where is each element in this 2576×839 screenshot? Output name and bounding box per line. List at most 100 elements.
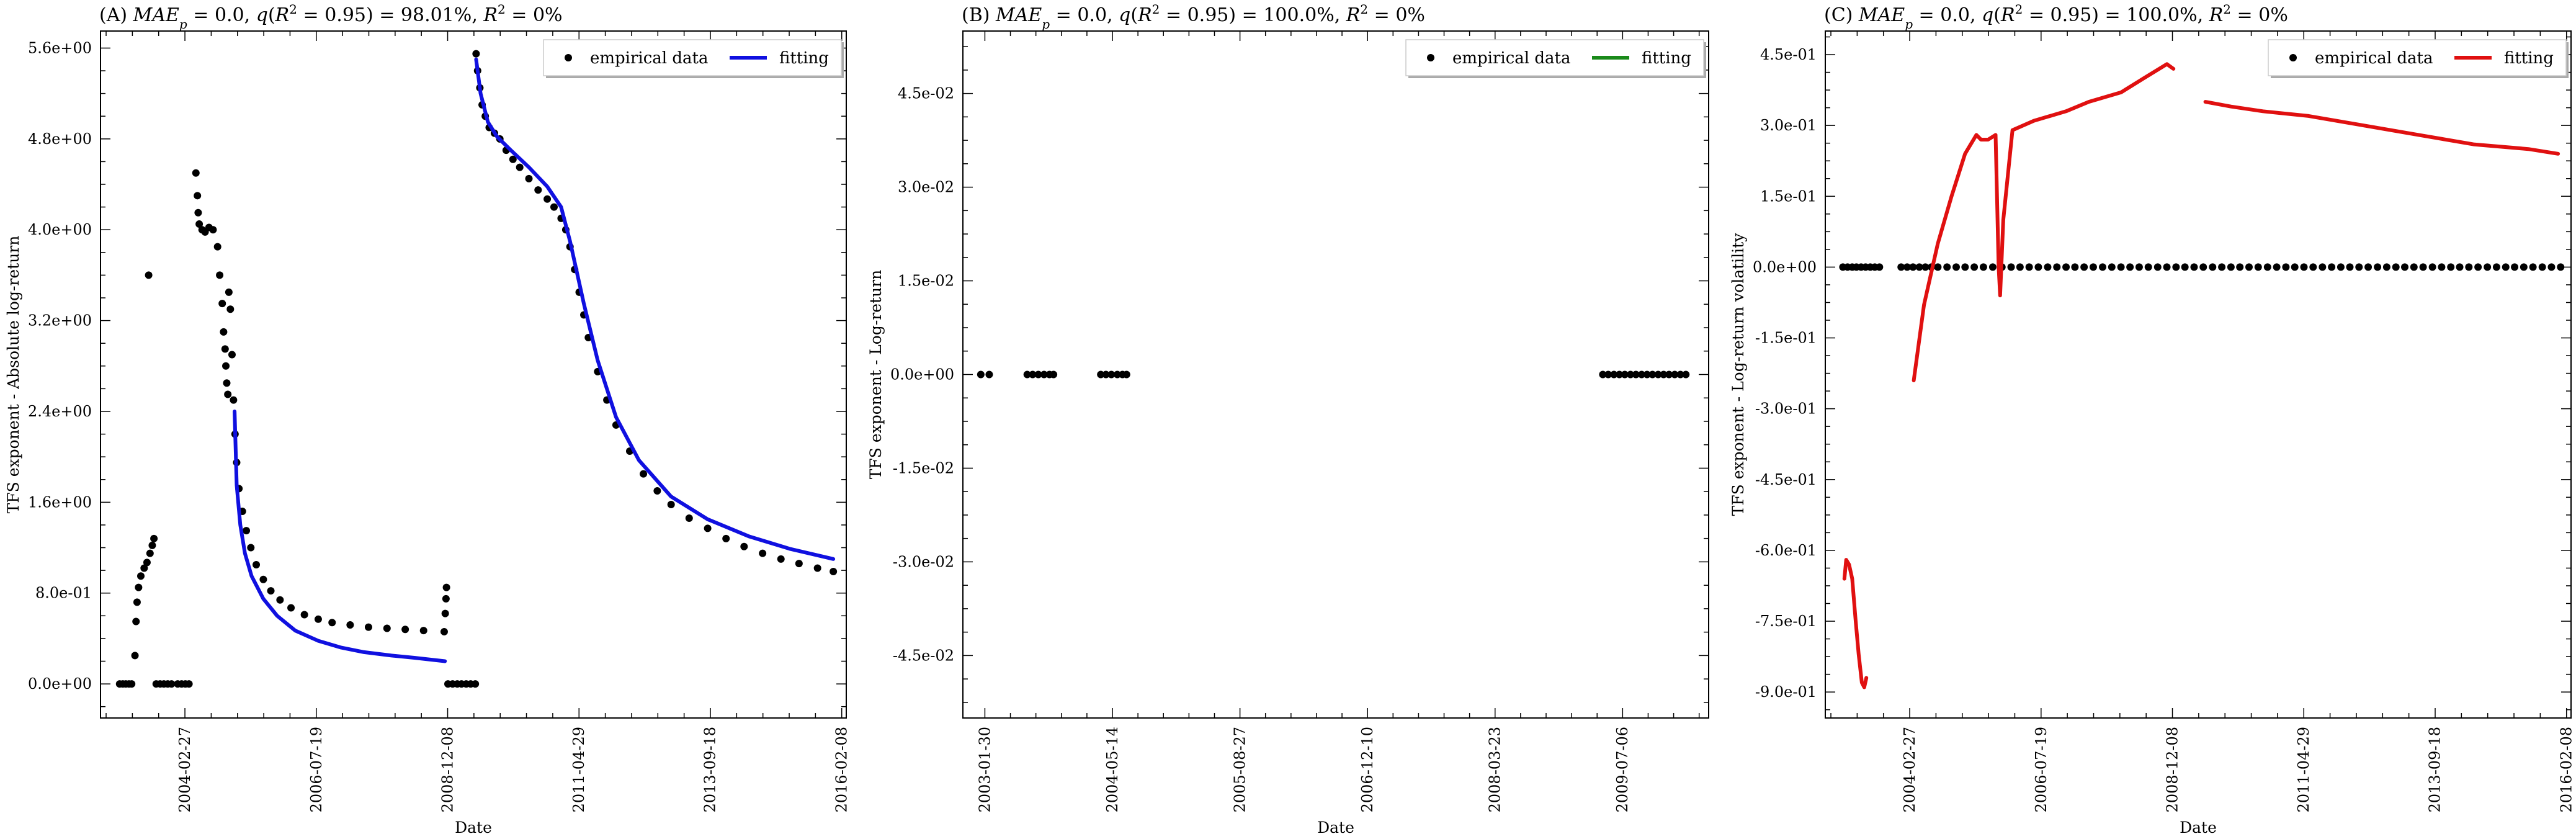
data-point bbox=[148, 541, 156, 549]
data-point bbox=[2474, 263, 2482, 271]
y-tick-label: -6.0e-01 bbox=[1755, 542, 1817, 559]
data-point bbox=[640, 470, 648, 478]
panel-b-title: (B) MAEp = 0.0, q(R2 = 0.95) = 100.0%, R… bbox=[962, 2, 1425, 32]
data-point bbox=[2080, 263, 2088, 271]
data-point bbox=[1637, 370, 1645, 379]
data-point bbox=[2227, 263, 2235, 271]
data-point bbox=[1029, 370, 1037, 379]
fitting-line bbox=[1842, 558, 1869, 689]
data-point bbox=[383, 624, 391, 632]
data-point bbox=[2428, 263, 2436, 271]
data-point bbox=[146, 549, 154, 557]
fitting-line bbox=[233, 410, 447, 663]
y-tick-label: -4.5e-02 bbox=[893, 647, 954, 664]
data-point bbox=[830, 567, 838, 575]
data-point bbox=[314, 615, 322, 623]
y-tick-label: -3.0e-02 bbox=[893, 553, 954, 570]
x-tick-label: 2005-08-27 bbox=[1232, 727, 1249, 812]
data-point bbox=[442, 583, 450, 591]
data-point bbox=[2465, 263, 2473, 271]
x-tick-label: 2009-07-06 bbox=[1614, 727, 1631, 812]
data-point bbox=[2273, 263, 2281, 271]
data-point bbox=[2089, 263, 2097, 271]
y-tick-label: 4.5e-02 bbox=[898, 85, 954, 102]
data-point bbox=[1988, 263, 1997, 271]
data-point bbox=[2300, 263, 2308, 271]
data-point bbox=[224, 390, 232, 398]
data-point bbox=[1023, 370, 1031, 379]
data-point bbox=[1903, 263, 1911, 271]
data-point bbox=[1943, 263, 1951, 271]
y-tick-label: -1.5e-01 bbox=[1755, 330, 1817, 347]
legend-marker-empirical bbox=[2289, 54, 2297, 61]
data-point bbox=[685, 514, 693, 522]
x-tick-label: 2006-12-10 bbox=[1359, 727, 1376, 812]
x-tick-label: 2008-03-23 bbox=[1486, 727, 1503, 812]
data-point bbox=[740, 542, 748, 550]
data-point bbox=[1113, 370, 1121, 379]
data-point bbox=[1616, 370, 1624, 379]
panel-a-ylabel: TFS exponent - Absolute log-return bbox=[4, 236, 22, 514]
data-point bbox=[223, 379, 231, 387]
y-tick-label: 3.2e+00 bbox=[28, 312, 92, 330]
data-point bbox=[2044, 263, 2052, 271]
data-point bbox=[2190, 263, 2198, 271]
y-tick-label: -4.5e-01 bbox=[1755, 471, 1817, 488]
data-point bbox=[2447, 263, 2455, 271]
legend-label-empirical: empirical data bbox=[2315, 49, 2433, 68]
y-tick-label: 4.5e-01 bbox=[1760, 46, 1817, 63]
x-tick-label: 2016-02-08 bbox=[833, 727, 850, 812]
y-tick-label: 3.0e-01 bbox=[1760, 117, 1817, 134]
panel-a-xlabel: Date bbox=[455, 819, 492, 837]
data-point bbox=[132, 617, 140, 626]
data-point bbox=[2346, 263, 2354, 271]
data-point bbox=[135, 583, 143, 591]
data-point bbox=[2382, 263, 2390, 271]
data-point bbox=[2337, 263, 2345, 271]
data-point bbox=[2163, 263, 2171, 271]
data-point bbox=[2456, 263, 2464, 271]
data-point bbox=[287, 604, 295, 612]
data-point bbox=[195, 220, 203, 228]
data-point bbox=[2309, 263, 2317, 271]
data-point bbox=[2364, 263, 2373, 271]
y-tick-label: 2.4e+00 bbox=[28, 403, 92, 420]
data-point bbox=[2016, 263, 2024, 271]
data-point bbox=[1961, 263, 1969, 271]
data-point bbox=[667, 501, 675, 509]
data-point bbox=[1040, 370, 1048, 379]
y-tick-label: 3.0e-02 bbox=[898, 179, 954, 196]
data-point bbox=[2538, 263, 2546, 271]
data-point bbox=[2062, 263, 2070, 271]
data-point bbox=[1970, 263, 1979, 271]
data-point bbox=[346, 621, 354, 629]
data-point bbox=[1952, 263, 1961, 271]
y-tick-label: 4.8e+00 bbox=[28, 130, 92, 148]
legend-label-empirical: empirical data bbox=[590, 49, 708, 68]
data-point bbox=[131, 652, 139, 660]
data-point bbox=[2547, 263, 2556, 271]
data-point bbox=[2135, 263, 2143, 271]
data-point bbox=[192, 169, 200, 177]
data-point bbox=[1050, 370, 1058, 379]
data-point bbox=[1599, 370, 1607, 379]
data-point bbox=[1876, 263, 1884, 271]
data-point bbox=[2245, 263, 2253, 271]
panel-c: (C) MAEp = 0.0, q(R2 = 0.95) = 100.0%, R… bbox=[1729, 2, 2575, 837]
data-point bbox=[168, 680, 176, 688]
data-point bbox=[1909, 263, 1917, 271]
data-point bbox=[185, 680, 193, 688]
panel-c-frame bbox=[1825, 30, 2572, 719]
data-point bbox=[2511, 263, 2519, 271]
data-point bbox=[1979, 263, 1987, 271]
data-point bbox=[1627, 370, 1635, 379]
legend-marker-empirical bbox=[565, 54, 572, 61]
data-point bbox=[722, 534, 730, 542]
data-point bbox=[194, 192, 202, 200]
data-point bbox=[2126, 263, 2134, 271]
data-point bbox=[2153, 263, 2162, 271]
data-point bbox=[2263, 263, 2271, 271]
panel-b: (B) MAEp = 0.0, q(R2 = 0.95) = 100.0%, R… bbox=[867, 2, 1709, 837]
panel-b-xlabel: Date bbox=[1317, 819, 1354, 837]
data-point bbox=[442, 594, 450, 603]
